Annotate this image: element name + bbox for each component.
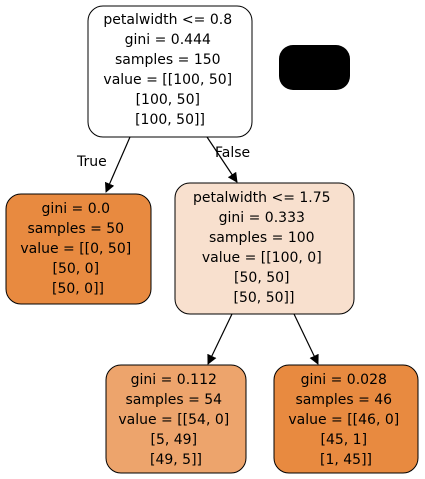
right-right-leaf-line-2: samples = 46 <box>295 392 392 408</box>
edge-right-split-to-right-leaf <box>293 313 319 365</box>
right-right-leaf-line-4: [45, 1] <box>321 432 368 448</box>
right-right-leaf-text: gini = 0.028 samples = 46 value = [[46, … <box>288 372 403 468</box>
left-leaf-line-4: [50, 0] <box>53 261 100 277</box>
root-line-5: [100, 50] <box>136 92 200 108</box>
right-left-leaf-node <box>105 364 247 474</box>
right-split-line-2: gini = 0.333 <box>219 210 305 226</box>
right-split-text: petalwidth <= 1.75 gini = 0.333 samples … <box>193 190 335 306</box>
left-leaf-line-3: value = [[0, 50] <box>20 241 131 257</box>
right-right-leaf-line-5: [1, 45]] <box>320 452 372 468</box>
right-left-leaf-line-2: samples = 54 <box>125 392 222 408</box>
root-line-3: samples = 150 <box>115 52 221 68</box>
right-left-leaf-line-5: [49, 5]] <box>150 452 202 468</box>
right-left-leaf-line-4: [5, 49] <box>151 432 198 448</box>
edge-label-true: True <box>76 154 107 170</box>
root-node <box>87 5 253 138</box>
edge-right-split-to-left-leaf <box>207 313 233 365</box>
right-split-line-5: [50, 50] <box>234 270 289 286</box>
right-split-line-6: [50, 50]] <box>234 290 295 306</box>
root-line-4: value = [[100, 50] <box>103 72 232 88</box>
right-right-leaf-line-1: gini = 0.028 <box>301 372 387 388</box>
edge-label-false: False <box>215 145 250 161</box>
right-right-leaf-node <box>273 364 419 474</box>
edge-root-to-left-leaf <box>105 136 131 193</box>
right-left-leaf-line-3: value = [[54, 0] <box>118 412 229 428</box>
left-leaf-line-5: [50, 0]] <box>52 281 104 297</box>
right-split-line-3: samples = 100 <box>209 230 315 246</box>
root-node-text: petalwidth <= 0.8 gini = 0.444 samples =… <box>103 12 236 128</box>
root-line-1: petalwidth <= 0.8 <box>103 12 232 28</box>
right-left-leaf-text: gini = 0.112 samples = 54 value = [[54, … <box>118 372 233 468</box>
right-split-node <box>174 182 355 315</box>
right-split-line-1: petalwidth <= 1.75 <box>193 190 331 206</box>
root-line-6: [100, 50]] <box>135 112 205 128</box>
right-left-leaf-line-1: gini = 0.112 <box>131 372 217 388</box>
right-right-leaf-line-3: value = [[46, 0] <box>288 412 399 428</box>
left-leaf-line-2: samples = 50 <box>27 221 124 237</box>
edge-root-to-right-split <box>206 136 238 183</box>
root-line-2: gini = 0.444 <box>125 32 211 48</box>
left-leaf-text: gini = 0.0 samples = 50 value = [[0, 50]… <box>20 201 135 297</box>
right-split-line-4: value = [[100, 0] <box>202 250 322 266</box>
legend-block <box>279 45 350 90</box>
left-leaf-node <box>5 193 152 305</box>
left-leaf-line-1: gini = 0.0 <box>42 201 110 217</box>
